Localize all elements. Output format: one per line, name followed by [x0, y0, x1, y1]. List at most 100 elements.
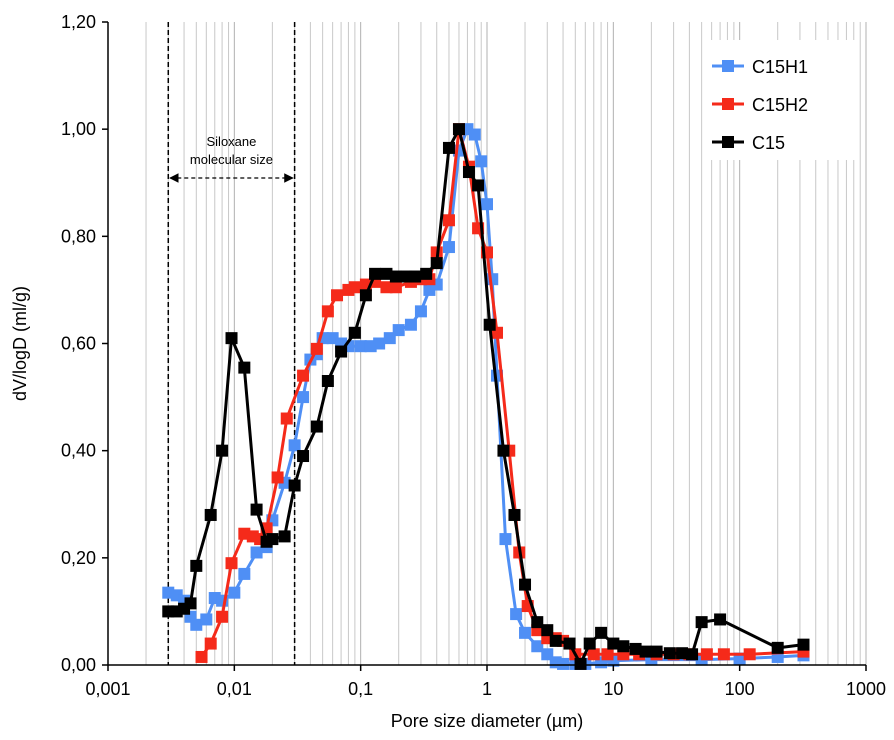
legend-item-C15H2: C15H2 — [712, 95, 808, 115]
data-point-C15H2 — [297, 369, 310, 382]
data-point-C15H2 — [717, 648, 730, 661]
data-point-C15H2 — [216, 610, 229, 623]
data-point-C15H1 — [238, 567, 251, 580]
data-point-C15 — [607, 637, 620, 650]
legend-item-C15H1: C15H1 — [712, 57, 808, 77]
legend-marker — [722, 136, 734, 148]
data-point-C15 — [321, 375, 334, 388]
data-point-C15 — [797, 638, 810, 651]
data-point-C15 — [541, 624, 554, 637]
data-point-C15 — [595, 626, 608, 639]
series-layer — [162, 123, 810, 670]
y-tick-label: 1,20 — [61, 12, 96, 32]
y-tick-label: 1,00 — [61, 119, 96, 139]
data-point-C15 — [184, 597, 197, 610]
data-point-C15H1 — [499, 533, 512, 546]
data-point-C15H1 — [475, 155, 488, 168]
y-tick-label: 0,20 — [61, 548, 96, 568]
legend-label: C15 — [752, 133, 785, 153]
x-tick-label: 10 — [603, 679, 623, 699]
data-point-C15H1 — [190, 618, 203, 631]
data-point-C15H2 — [321, 305, 334, 318]
data-point-C15H2 — [225, 557, 238, 570]
data-point-C15 — [380, 267, 393, 280]
data-point-C15 — [462, 166, 475, 179]
data-point-C15 — [359, 289, 372, 302]
data-point-C15 — [714, 613, 727, 626]
x-tick-label: 100 — [725, 679, 755, 699]
data-point-C15H1 — [392, 324, 405, 337]
data-point-C15 — [335, 345, 348, 358]
data-point-C15 — [430, 257, 443, 270]
data-point-C15 — [297, 450, 310, 463]
data-point-C15H1 — [481, 198, 493, 211]
data-point-C15H1 — [557, 657, 570, 670]
tick-labels: 0,00 0,20 0,40 0,60 0,80 1,00 1,20 0,001 0,01 0,1… — [61, 12, 886, 699]
data-point-C15 — [617, 640, 630, 653]
data-point-C15H1 — [414, 305, 427, 318]
data-point-C15 — [650, 645, 663, 658]
data-point-C15 — [639, 645, 652, 658]
data-point-C15 — [508, 508, 521, 521]
data-point-C15H1 — [468, 128, 481, 141]
data-point-C15 — [519, 578, 532, 591]
legend-label: C15H1 — [752, 57, 808, 77]
data-point-C15H2 — [380, 281, 393, 294]
data-point-C15 — [695, 616, 708, 629]
y-tick-label: 0,00 — [61, 655, 96, 675]
data-point-C15H1 — [228, 586, 241, 599]
x-tick-label: 0,1 — [348, 679, 373, 699]
y-tick-label: 0,60 — [61, 334, 96, 354]
data-point-C15H1 — [288, 439, 301, 452]
x-tick-label: 0,01 — [217, 679, 252, 699]
data-point-C15H1 — [404, 318, 417, 331]
legend-marker — [722, 60, 734, 72]
data-point-C15 — [288, 479, 301, 492]
data-point-C15H2 — [331, 289, 344, 302]
data-point-C15 — [771, 641, 784, 654]
data-point-C15 — [531, 616, 544, 629]
data-point-C15H1 — [510, 608, 523, 621]
legend-item-C15: C15 — [712, 133, 785, 153]
data-point-C15 — [389, 270, 402, 283]
data-point-C15 — [310, 420, 323, 433]
data-point-C15H1 — [519, 626, 532, 639]
data-point-C15 — [442, 141, 455, 154]
data-point-C15H2 — [743, 648, 756, 661]
data-point-C15H2 — [310, 342, 323, 355]
data-point-C15 — [238, 361, 251, 374]
data-point-C15H2 — [348, 281, 361, 294]
data-point-C15 — [278, 530, 291, 543]
data-point-C15 — [420, 267, 433, 280]
data-point-C15 — [348, 326, 361, 339]
data-point-C15 — [216, 444, 229, 457]
data-point-C15H1 — [297, 391, 310, 404]
x-tick-label: 1000 — [846, 679, 886, 699]
data-point-C15H1 — [373, 337, 386, 350]
data-point-C15H1 — [250, 546, 263, 559]
siloxane-label-line2: molecular size — [190, 152, 273, 167]
data-point-C15 — [204, 508, 217, 521]
data-point-C15 — [563, 637, 576, 650]
data-point-C15 — [629, 642, 642, 655]
data-point-C15H2 — [254, 533, 267, 546]
siloxane-label-line1: Siloxane — [207, 134, 257, 149]
data-point-C15H2 — [271, 471, 284, 484]
data-point-C15 — [266, 533, 279, 546]
data-point-C15 — [369, 267, 382, 280]
data-point-C15H2 — [204, 637, 217, 650]
x-tick-label: 0,001 — [85, 679, 130, 699]
series-C15 — [162, 123, 810, 670]
legend-label: C15H2 — [752, 95, 808, 115]
data-point-C15 — [409, 270, 422, 283]
data-point-C15H2 — [389, 281, 402, 294]
data-point-C15 — [676, 647, 689, 660]
legend-marker — [722, 98, 734, 110]
data-point-C15H2 — [601, 648, 614, 661]
data-point-C15H2 — [442, 214, 455, 227]
data-point-C15 — [663, 647, 676, 660]
x-tick-label: 1 — [482, 679, 492, 699]
data-point-C15H2 — [587, 648, 600, 661]
siloxane-annotation: Siloxane molecular size — [167, 22, 296, 665]
